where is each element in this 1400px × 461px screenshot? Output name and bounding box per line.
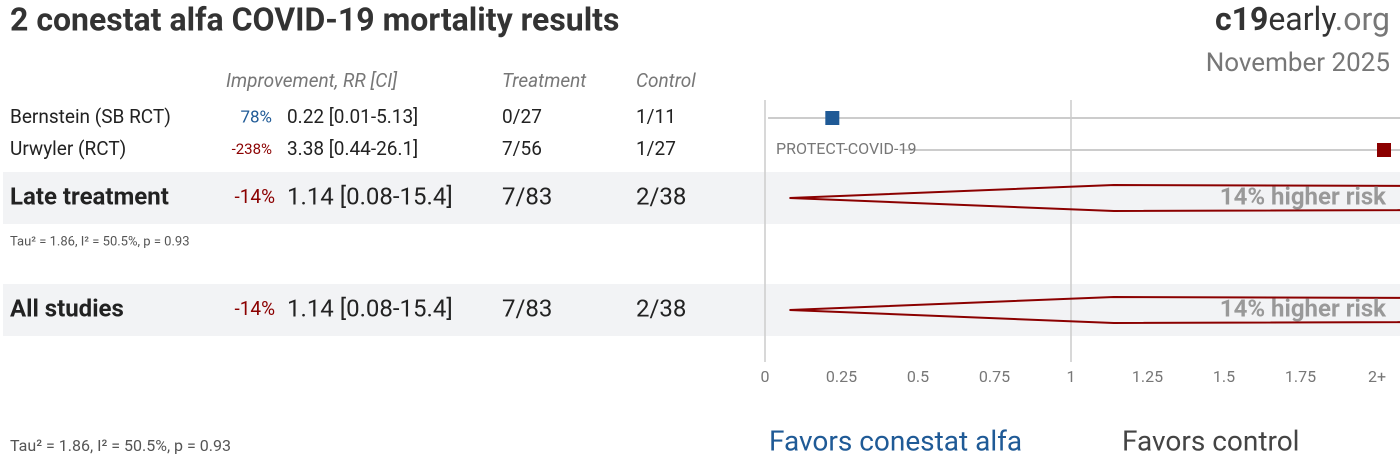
logo: c19early.org — [1215, 0, 1390, 38]
x-tick-label: 0.75 — [979, 367, 1010, 386]
x-tick-label: 1 — [1067, 367, 1076, 386]
rr: 1.14 [0.08-15.4] — [287, 182, 453, 210]
study-name: Urwyler (RCT) — [10, 137, 126, 160]
x-tick-label: 0.25 — [826, 367, 857, 386]
rr: 1.14 [0.08-15.4] — [287, 294, 453, 322]
improvement: -14% — [234, 297, 275, 320]
logo-part: early — [1268, 0, 1336, 38]
improvement: -14% — [234, 185, 275, 208]
control: 2/38 — [636, 182, 686, 210]
summary-name: All studies — [10, 294, 124, 322]
point-estimate — [825, 111, 840, 125]
treatment: 7/83 — [502, 182, 552, 210]
x-tick-label: 1.25 — [1132, 367, 1163, 386]
heterogeneity: Tau² = 1.86, I² = 50.5%, p = 0.93 — [10, 436, 231, 455]
improvement: -238% — [232, 140, 272, 158]
x-tick-label: 0.5 — [907, 367, 929, 386]
summary-band — [3, 284, 1400, 336]
treatment: 0/27 — [502, 105, 542, 128]
column-header: Control — [636, 69, 696, 92]
control: 2/38 — [636, 294, 686, 322]
column-header: Improvement, RR [CI] — [226, 69, 398, 92]
control: 1/27 — [636, 137, 676, 160]
summary-label: 14% higher risk — [1220, 182, 1387, 210]
date: November 2025 — [1206, 48, 1390, 78]
point-estimate — [1377, 143, 1391, 157]
x-tick-label: 1.75 — [1285, 367, 1316, 386]
plot-area — [768, 111, 1400, 325]
summary-label: 14% higher risk — [1220, 294, 1387, 322]
x-tick-label: 2+ — [1368, 367, 1386, 386]
treatment: 7/83 — [502, 294, 552, 322]
summary-diamond — [789, 295, 1400, 325]
summary-diamond — [789, 183, 1400, 213]
logo-part: c19 — [1215, 0, 1268, 38]
heterogeneity: Tau² = 1.86, I² = 50.5%, p = 0.93 — [10, 234, 190, 249]
column-header: Treatment — [502, 69, 587, 92]
summary-name: Late treatment — [10, 182, 169, 210]
title: 2 conestat alfa COVID-19 mortality resul… — [10, 0, 619, 38]
favors-label: Favors control — [1122, 424, 1300, 457]
x-tick-label: 1.5 — [1213, 367, 1235, 386]
summary-band — [3, 172, 1400, 224]
study-annotation: PROTECT-COVID-19 — [776, 139, 916, 158]
control: 1/11 — [636, 105, 676, 128]
x-tick-label: 0 — [761, 367, 770, 386]
rr: 0.22 [0.01-5.13] — [287, 105, 418, 128]
logo-part: .org — [1335, 0, 1390, 38]
rr: 3.38 [0.44-26.1] — [287, 137, 418, 160]
favors-label: Favors conestat alfa — [769, 424, 1022, 457]
treatment: 7/56 — [502, 137, 542, 160]
improvement: 78% — [240, 107, 272, 127]
study-name: Bernstein (SB RCT) — [10, 105, 171, 128]
